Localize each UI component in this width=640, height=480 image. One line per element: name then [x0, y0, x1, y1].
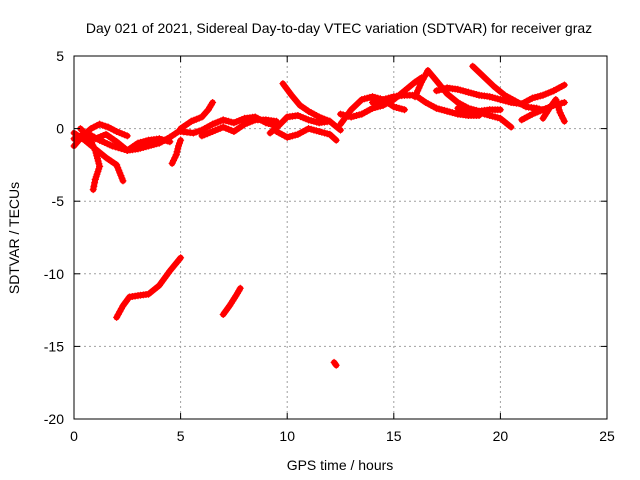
data-point	[172, 151, 180, 159]
series-arc-9	[198, 116, 280, 140]
series-arc-15	[369, 91, 483, 119]
data-point	[236, 284, 244, 292]
data-point	[173, 148, 181, 156]
data-point	[416, 81, 424, 89]
data-point	[177, 254, 185, 262]
series-arc-23	[219, 284, 244, 318]
data-point	[559, 114, 567, 122]
data-point	[90, 182, 98, 190]
data-point	[412, 90, 420, 98]
data-point	[560, 99, 568, 106]
axis-ticks: 0 5 10 15 20 25 5 0 -5 -10 -15 -20	[44, 48, 615, 444]
series-arc-21	[539, 96, 568, 125]
data-point	[415, 84, 423, 92]
x-axis-label: GPS time / hours	[287, 457, 394, 473]
data-point	[411, 93, 419, 101]
y-axis-label: SDTVAR / TECUs	[6, 182, 22, 294]
data-point	[114, 311, 122, 318]
data-point	[98, 121, 106, 129]
data-point	[419, 75, 427, 83]
series-arc-12	[273, 125, 340, 144]
x-tick-label: 10	[279, 428, 295, 444]
y-tick-label: -5	[52, 193, 65, 209]
data-point	[332, 361, 340, 369]
data-point	[119, 177, 127, 185]
data-point	[337, 126, 344, 134]
data-point	[116, 308, 124, 316]
grid	[74, 56, 607, 419]
x-tick-label: 5	[177, 428, 185, 444]
data-point	[91, 175, 99, 183]
x-tick-label: 20	[493, 428, 509, 444]
series-arc-5	[91, 126, 185, 154]
data-point	[176, 139, 183, 147]
data-point	[108, 142, 116, 150]
y-tick-label: 0	[56, 121, 64, 137]
series-arc-6	[168, 136, 185, 167]
data-point	[175, 142, 182, 150]
data-point	[104, 123, 112, 131]
y-tick-label: -10	[44, 266, 64, 282]
data-point	[174, 145, 182, 153]
x-tick-label: 15	[386, 428, 402, 444]
data-point	[418, 78, 425, 86]
chart-title: Day 021 of 2021, Sidereal Day-to-day VTE…	[86, 20, 592, 36]
data-point	[168, 159, 176, 167]
data-point	[507, 123, 515, 131]
series-arc-19	[454, 104, 515, 131]
plot-frame	[73, 55, 608, 420]
x-tick-label: 0	[70, 428, 78, 444]
data-point	[558, 112, 565, 119]
data-point	[209, 99, 217, 106]
y-tick-label: -15	[44, 338, 64, 354]
data-point	[560, 81, 568, 89]
data-point	[113, 313, 121, 321]
data-point	[177, 136, 185, 144]
y-tick-label: -20	[44, 411, 64, 427]
data-point	[91, 179, 99, 187]
series-arc-18	[432, 81, 568, 108]
x-tick-label: 25	[599, 428, 615, 444]
series-arc-10	[266, 112, 334, 137]
series-arc-17	[469, 62, 551, 115]
data-point	[560, 117, 568, 125]
series-arc-22	[113, 254, 185, 321]
data-point	[332, 136, 340, 144]
data-point	[170, 157, 177, 164]
y-tick-label: 5	[56, 48, 64, 64]
data-point	[171, 154, 179, 162]
series-arc-11	[279, 80, 344, 134]
data-point	[89, 186, 97, 194]
data-point	[556, 109, 564, 117]
data-point	[414, 87, 422, 95]
series-arc-7	[177, 99, 217, 133]
data-point	[192, 128, 200, 136]
series-arc-24	[330, 358, 340, 369]
data-point	[123, 132, 131, 140]
data-point	[117, 305, 125, 313]
data-series	[70, 62, 568, 369]
data-point	[496, 106, 504, 114]
data-point	[401, 106, 408, 114]
data-point	[421, 72, 429, 80]
